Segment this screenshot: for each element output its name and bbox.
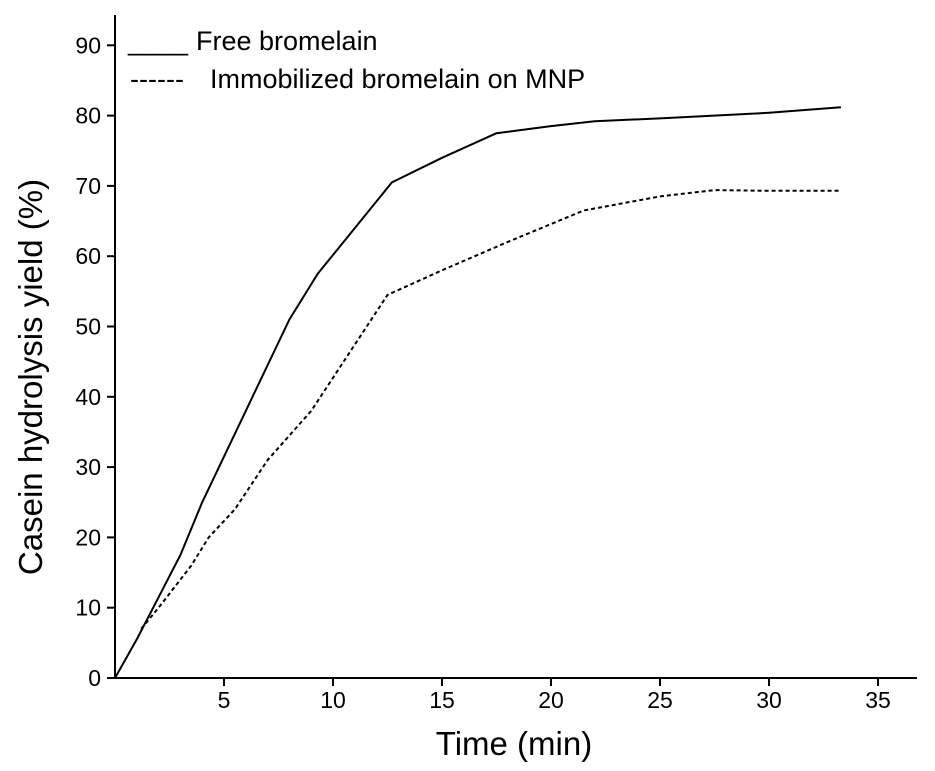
x-tick-label: 15 (429, 687, 455, 713)
x-tick-label: 30 (756, 687, 782, 713)
y-tick-label: 70 (75, 173, 101, 199)
x-tick-label: 35 (865, 687, 891, 713)
legend: ____ Free bromelain ------ Immobilized b… (127, 26, 585, 94)
y-tick-label: 10 (75, 595, 101, 621)
y-tick-label: 90 (75, 32, 101, 58)
ticks: 0 10 20 30 40 50 60 70 80 90 5 10 15 20 25 30 35 (75, 32, 890, 713)
axes (114, 15, 917, 679)
series-layer (114, 106, 841, 679)
y-tick-label: 80 (75, 103, 101, 129)
x-tick-label: 20 (538, 687, 564, 713)
legend-label-free: Free bromelain (196, 26, 378, 56)
x-tick-label: 10 (320, 687, 346, 713)
series-line-free-bromelain (114, 106, 841, 679)
y-tick-label: 60 (75, 243, 101, 269)
legend-marker-free: ____ (127, 26, 189, 56)
y-tick-label: 50 (75, 314, 101, 340)
x-tick-label: 25 (647, 687, 673, 713)
y-tick-label: 0 (88, 665, 101, 691)
y-tick-label: 40 (75, 384, 101, 410)
legend-label-immobilized: Immobilized bromelain on MNP (210, 64, 585, 94)
legend-marker-immobilized: ------ (130, 64, 184, 94)
y-tick-label: 20 (75, 524, 101, 550)
series-line-immobilized-bromelain (140, 189, 841, 630)
x-axis-title: Time (min) (436, 725, 592, 762)
y-axis-title: Casein hydrolysis yield (%) (12, 179, 49, 575)
y-tick-label: 30 (75, 454, 101, 480)
x-tick-label: 5 (218, 687, 231, 713)
